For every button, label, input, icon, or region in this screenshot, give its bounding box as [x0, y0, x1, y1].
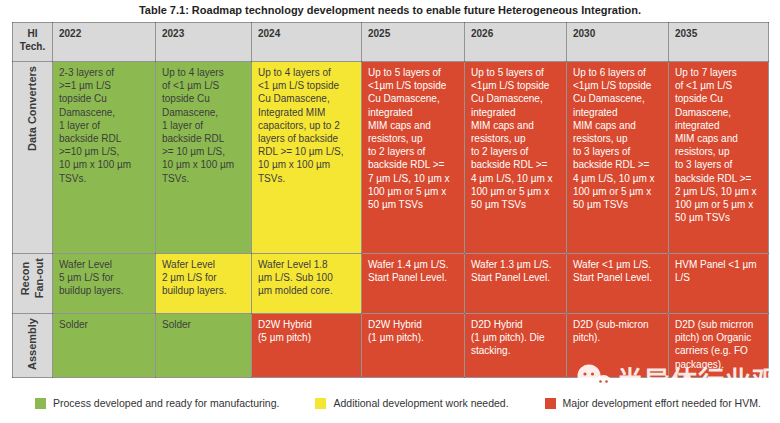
legend-swatch-green [35, 398, 46, 409]
year-header-2024: 2024 [252, 23, 362, 62]
year-header-2023: 2023 [156, 23, 252, 62]
roadmap-table: HI Tech. 2022 2023 2024 2025 2026 2030 2… [12, 22, 769, 378]
row-label-recon-fanout: Recon Fan-out [13, 254, 53, 314]
cell-recon-fanout-2022: Wafer Level 5 µm L/S for buildup layers. [53, 254, 156, 314]
cell-data-converters-2035: Up to 7 layers of <1 µm L/S topside Cu D… [669, 62, 769, 254]
legend: Process developed and ready for manufact… [0, 397, 780, 409]
cell-recon-fanout-2035: HVM Panel <1 µm L/S [669, 254, 769, 314]
legend-swatch-red [545, 398, 556, 409]
cell-data-converters-2022: 2-3 layers of >=1 µm L/S topside Cu Dama… [53, 62, 156, 254]
table-row-recon-fanout: Recon Fan-out Wafer Level 5 µm L/S for b… [13, 254, 769, 314]
legend-item-yellow: Additional development work needed. [315, 397, 508, 409]
legend-item-red: Major development effort needed for HVM. [545, 397, 761, 409]
table-title: Table 7.1: Roadmap technology developmen… [0, 4, 780, 16]
cell-data-converters-2023: Up to 4 layers of <1 µm L/S topside Cu D… [156, 62, 252, 254]
legend-swatch-yellow [315, 398, 326, 409]
legend-item-green: Process developed and ready for manufact… [35, 397, 279, 409]
table-row-data-converters: Data Converters 2-3 layers of >=1 µm L/S… [13, 62, 769, 254]
row-label-text: Data Converters [26, 66, 40, 151]
table-row-assembly: Assembly Solder Solder D2W Hybrid (5 µm … [13, 314, 769, 378]
cell-assembly-2023: Solder [156, 314, 252, 378]
row-label-text: Recon Fan-out [19, 258, 47, 298]
cell-data-converters-2024: Up to 4 layers of <1 µm L/S topside Cu D… [252, 62, 362, 254]
year-header-2022: 2022 [53, 23, 156, 62]
cell-recon-fanout-2026: Wafer 1.3 µm L/S. Start Panel Level. [465, 254, 567, 314]
cell-recon-fanout-2025: Wafer 1.4 µm L/S. Start Panel Level. [362, 254, 465, 314]
header-row: HI Tech. 2022 2023 2024 2025 2026 2030 2… [13, 23, 769, 62]
year-header-2026: 2026 [465, 23, 567, 62]
cell-assembly-2025: D2W Hybrid (1 µm pitch). [362, 314, 465, 378]
row-label-assembly: Assembly [13, 314, 53, 378]
cell-assembly-2035: D2D (sub micrron pitch) on Organic carri… [669, 314, 769, 378]
cell-data-converters-2030: Up to 6 layers of <1µm L/S topside Cu Da… [567, 62, 669, 254]
year-header-2035: 2035 [669, 23, 769, 62]
cell-data-converters-2025: Up to 5 layers of <1µm L/S topside Cu Da… [362, 62, 465, 254]
cell-assembly-2024: D2W Hybrid (5 µm pitch) [252, 314, 362, 378]
cell-assembly-2030: D2D (sub-micron pitch). [567, 314, 669, 378]
cell-assembly-2026: D2D Hybrid (1 µm pitch). Die stacking. [465, 314, 567, 378]
year-header-2025: 2025 [362, 23, 465, 62]
cell-recon-fanout-2023: Wafer Level 2 µm L/S for buildup layers. [156, 254, 252, 314]
legend-label-red: Major development effort needed for HVM. [563, 397, 761, 409]
cell-recon-fanout-2030: Wafer <1 µm L/S. Start Panel Level. [567, 254, 669, 314]
row-label-data-converters: Data Converters [13, 62, 53, 254]
row-label-text: Assembly [26, 318, 40, 370]
year-header-2030: 2030 [567, 23, 669, 62]
cell-data-converters-2026: Up to 5 layers of <1µm L/S topside Cu Da… [465, 62, 567, 254]
cell-assembly-2022: Solder [53, 314, 156, 378]
cell-recon-fanout-2024: Wafer Level 1.8 µm L/S. Sub 100 µm molde… [252, 254, 362, 314]
legend-label-yellow: Additional development work needed. [333, 397, 508, 409]
legend-label-green: Process developed and ready for manufact… [53, 397, 279, 409]
corner-header: HI Tech. [13, 23, 53, 62]
